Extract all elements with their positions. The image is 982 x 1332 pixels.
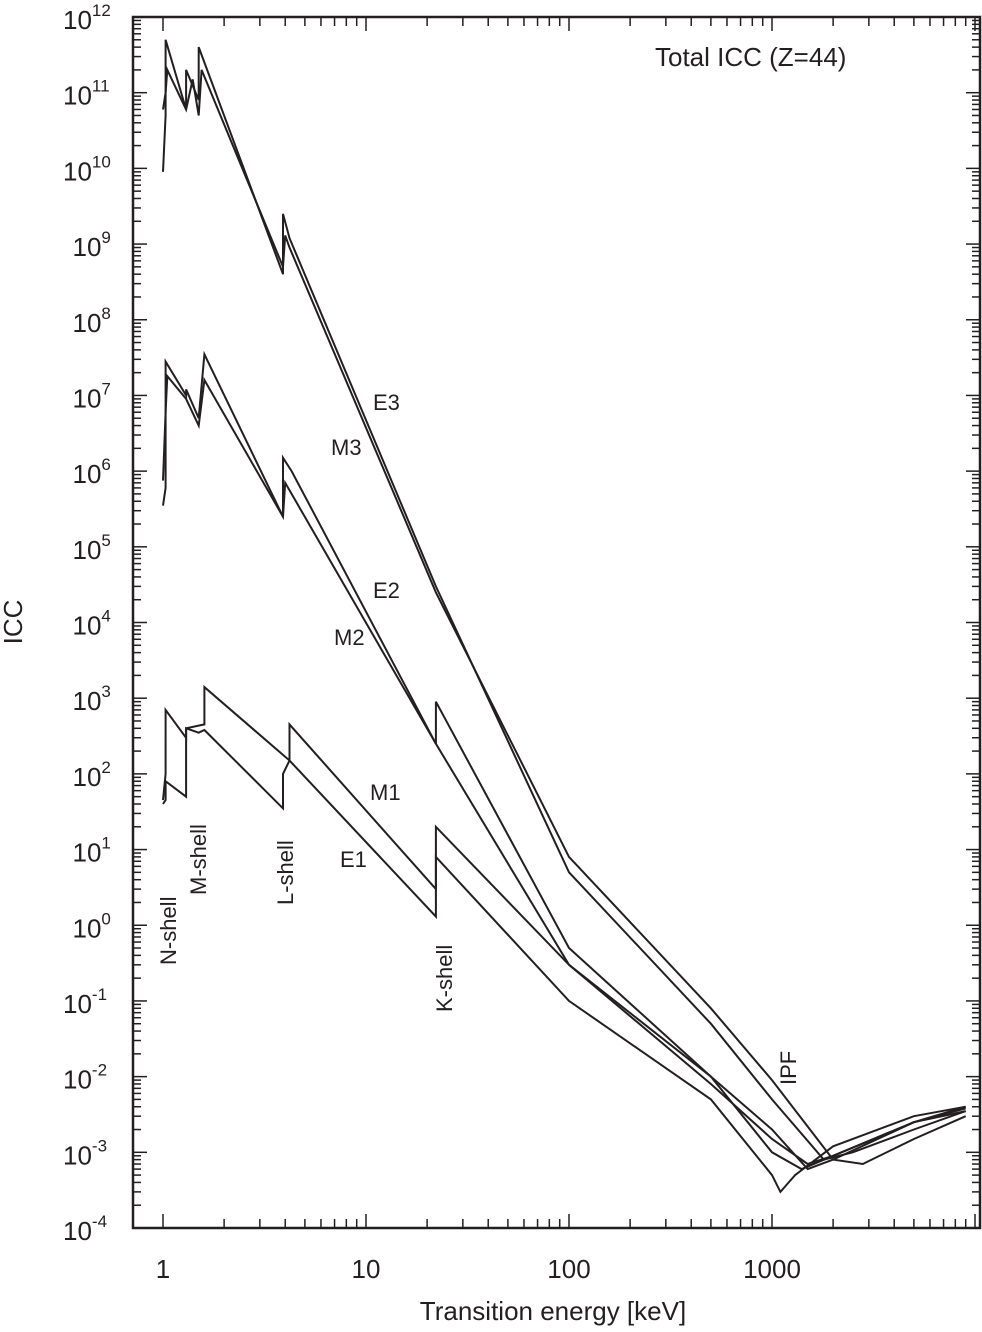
annotation-m1: M1 — [370, 780, 401, 805]
curve-e3 — [162, 39, 967, 1161]
y-tick-label: 10-2 — [63, 1061, 107, 1095]
x-axis-ticks — [162, 17, 976, 1228]
annotation-e2: E2 — [373, 578, 400, 603]
y-tick-label: 109 — [73, 228, 111, 262]
curve-m3 — [162, 66, 967, 1166]
x-axis-title: Transition energy [keV] — [420, 1296, 686, 1326]
annotation-e3: E3 — [373, 390, 400, 415]
y-axis-tick-labels: 1012 1011 1010 109 108 107 106 105 104 103 102 101 1… — [63, 1, 111, 1246]
plot-frame — [131, 15, 982, 1230]
annotation-n-shell: N-shell — [156, 897, 181, 965]
y-axis-title: ICC — [0, 600, 28, 645]
annotation-m3: M3 — [331, 435, 362, 460]
curve-m2 — [162, 373, 966, 1166]
x-tick-label: 10 — [352, 1254, 381, 1284]
curve-m1 — [162, 684, 966, 1171]
y-tick-label: 100 — [73, 909, 111, 943]
y-tick-label: 10-3 — [63, 1136, 107, 1170]
y-tick-label: 106 — [73, 455, 111, 489]
y-tick-label: 1010 — [63, 152, 111, 186]
y-axis-ticks — [133, 19, 980, 1229]
curve-e1 — [162, 726, 966, 1194]
y-tick-label: 1011 — [63, 77, 110, 111]
y-tick-label: 107 — [73, 379, 111, 413]
annotation-e1: E1 — [340, 847, 367, 872]
y-tick-label: 103 — [73, 682, 111, 716]
annotation-k-shell: K-shell — [432, 945, 457, 1012]
y-tick-label: 10-4 — [63, 1212, 107, 1246]
x-tick-label: 100 — [547, 1254, 590, 1284]
y-tick-label: 1012 — [63, 1, 111, 35]
chart-title: Total ICC (Z=44) — [655, 42, 846, 72]
annotation-ipf: IPF — [776, 1051, 801, 1085]
y-tick-label: 101 — [73, 834, 111, 868]
y-tick-label: 105 — [73, 531, 111, 565]
y-tick-label: 10-1 — [63, 985, 107, 1019]
annotation-l-shell: L-shell — [273, 840, 298, 905]
curve-e2 — [162, 350, 966, 1171]
y-tick-label: 108 — [73, 304, 111, 338]
x-axis-tick-labels: 1 10 100 1000 — [156, 1254, 801, 1284]
x-tick-label: 1000 — [743, 1254, 801, 1284]
x-tick-label: 1 — [156, 1254, 170, 1284]
annotation-m-shell: M-shell — [186, 824, 211, 895]
data-curves — [162, 39, 967, 1194]
y-tick-label: 102 — [73, 758, 111, 792]
annotation-m2: M2 — [334, 625, 365, 650]
y-tick-label: 104 — [73, 607, 111, 641]
